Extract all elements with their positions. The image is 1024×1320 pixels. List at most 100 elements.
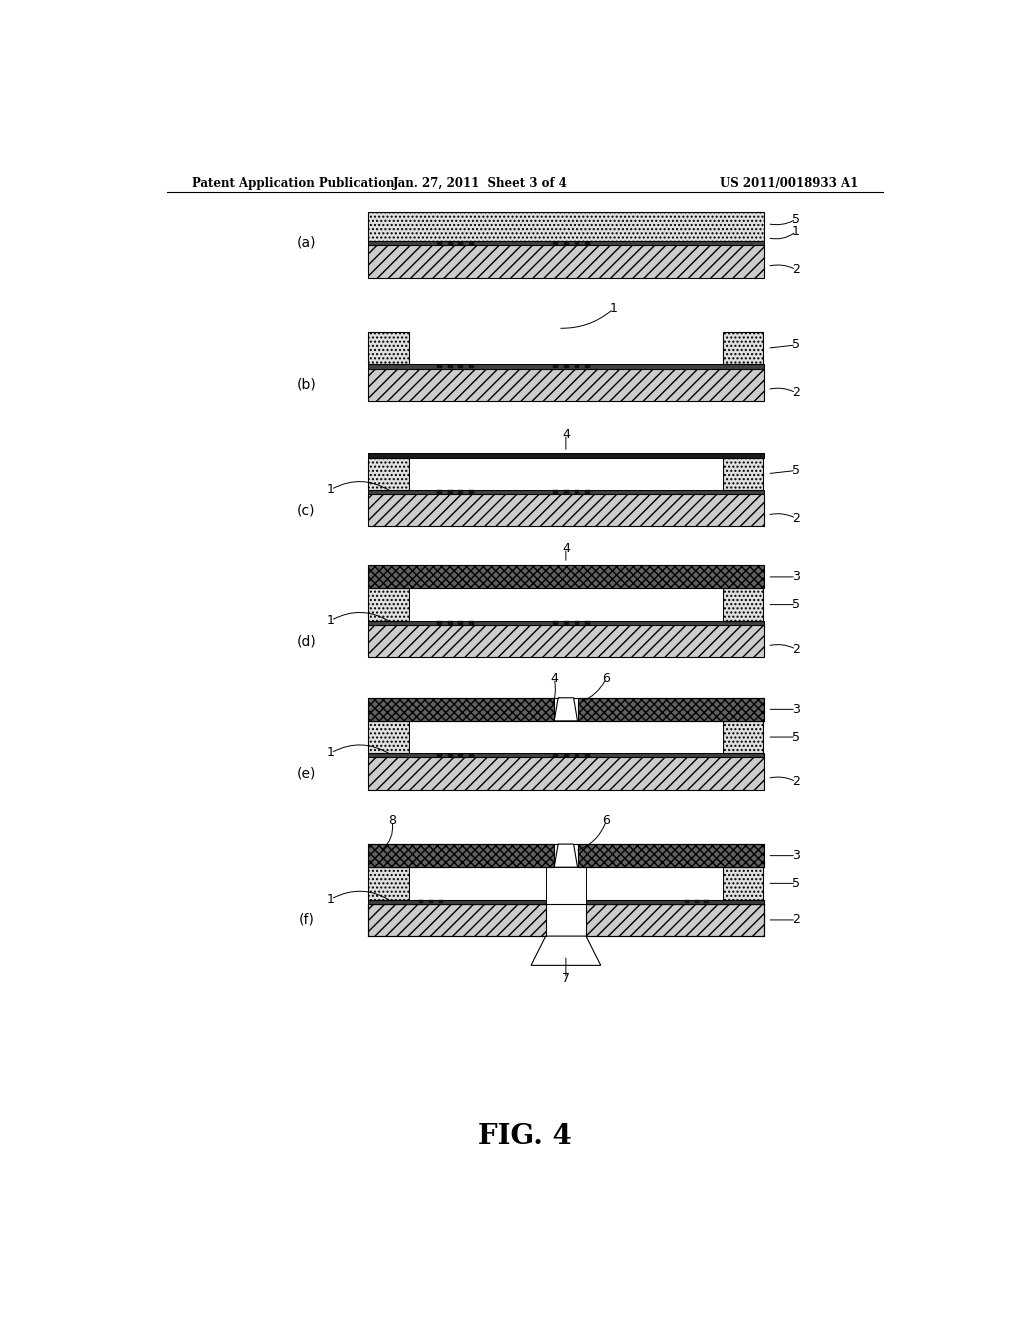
Bar	[723, 867, 764, 899]
Text: 1: 1	[327, 614, 335, 627]
Text: 3: 3	[793, 702, 800, 715]
Text: 2: 2	[793, 913, 800, 927]
Bar	[459, 490, 463, 494]
Text: 7: 7	[562, 972, 570, 985]
Bar	[369, 458, 409, 490]
Bar	[369, 490, 764, 494]
Text: 8: 8	[388, 814, 396, 828]
Bar	[553, 242, 558, 246]
Bar	[369, 758, 764, 789]
Text: 6: 6	[602, 814, 610, 828]
Bar	[723, 721, 764, 754]
Bar	[574, 754, 580, 758]
Text: 6: 6	[602, 672, 610, 685]
Bar	[564, 490, 568, 494]
Bar	[586, 904, 764, 936]
Polygon shape	[531, 936, 601, 965]
Bar	[469, 364, 474, 368]
Bar	[369, 368, 764, 401]
Bar	[369, 453, 764, 458]
Text: (f): (f)	[298, 913, 314, 927]
Bar	[564, 242, 568, 246]
Bar	[369, 242, 764, 246]
Text: 5: 5	[792, 598, 800, 611]
Text: 4: 4	[562, 543, 569, 554]
Bar	[369, 904, 546, 936]
Bar	[723, 458, 764, 490]
Text: 1: 1	[327, 892, 335, 906]
Bar	[553, 490, 558, 494]
Bar	[369, 565, 764, 589]
Text: (d): (d)	[296, 634, 316, 648]
Bar	[437, 490, 441, 494]
Bar	[459, 364, 463, 368]
Bar	[469, 242, 474, 246]
Bar	[369, 899, 546, 904]
Text: 4: 4	[550, 672, 558, 685]
Bar	[409, 721, 723, 754]
Bar	[705, 900, 709, 903]
Text: FIG. 4: FIG. 4	[478, 1123, 571, 1150]
Text: 4: 4	[562, 428, 569, 441]
Bar	[723, 589, 764, 620]
Text: 1: 1	[327, 746, 335, 759]
Bar	[438, 900, 443, 903]
Bar	[586, 242, 590, 246]
Bar	[437, 754, 441, 758]
Text: 3: 3	[793, 849, 800, 862]
Bar	[369, 333, 409, 364]
Bar	[369, 589, 409, 620]
Text: 2: 2	[793, 512, 800, 525]
Bar	[546, 867, 586, 904]
Bar	[437, 622, 441, 624]
Bar	[574, 490, 580, 494]
Bar	[369, 721, 409, 754]
Bar	[586, 622, 590, 624]
Bar	[574, 364, 580, 368]
Text: 5: 5	[792, 876, 800, 890]
Bar	[469, 754, 474, 758]
Bar	[447, 490, 453, 494]
Bar	[574, 242, 580, 246]
Text: 5: 5	[792, 213, 800, 226]
Bar	[419, 900, 423, 903]
Bar	[586, 490, 590, 494]
Text: Jan. 27, 2011  Sheet 3 of 4: Jan. 27, 2011 Sheet 3 of 4	[393, 177, 568, 190]
Bar	[578, 698, 764, 721]
Bar	[459, 242, 463, 246]
Text: 1: 1	[609, 302, 617, 315]
Text: 1: 1	[327, 483, 335, 496]
Text: 2: 2	[793, 643, 800, 656]
Text: 2: 2	[793, 263, 800, 276]
Bar	[578, 843, 764, 867]
Polygon shape	[554, 698, 578, 721]
Bar	[564, 754, 568, 758]
Bar	[447, 242, 453, 246]
Text: (e): (e)	[297, 767, 316, 780]
Text: US 2011/0018933 A1: US 2011/0018933 A1	[720, 177, 858, 190]
Bar	[369, 843, 554, 867]
Bar	[369, 213, 764, 242]
Text: 5: 5	[792, 730, 800, 743]
Text: 2: 2	[793, 775, 800, 788]
Bar	[447, 364, 453, 368]
Text: 5: 5	[792, 338, 800, 351]
Bar	[586, 899, 764, 904]
Text: (c): (c)	[297, 503, 315, 517]
Bar	[369, 364, 764, 368]
Bar	[459, 622, 463, 624]
Bar	[437, 364, 441, 368]
Bar	[723, 333, 764, 364]
Bar	[469, 490, 474, 494]
Bar	[459, 754, 463, 758]
Bar	[553, 622, 558, 624]
Bar	[369, 626, 764, 657]
Text: Patent Application Publication: Patent Application Publication	[191, 177, 394, 190]
Bar	[564, 364, 568, 368]
Bar	[369, 698, 554, 721]
Bar	[429, 900, 433, 903]
Text: 5: 5	[792, 465, 800, 477]
Bar	[564, 622, 568, 624]
Bar	[469, 622, 474, 624]
Bar	[437, 242, 441, 246]
